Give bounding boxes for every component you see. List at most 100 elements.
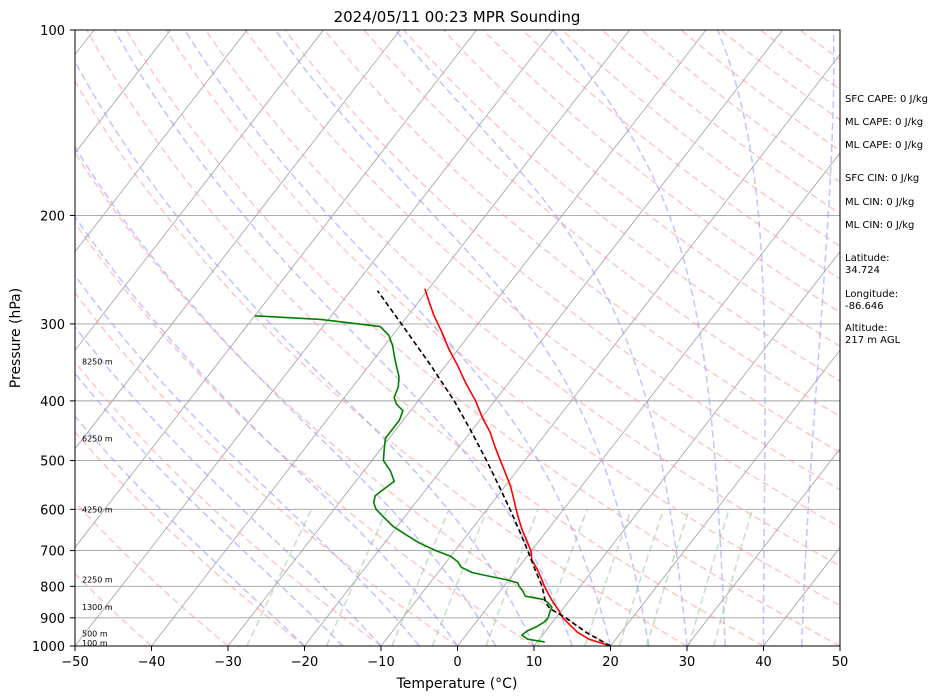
y-tick-label: 1000 [32, 640, 65, 655]
x-tick-label: −40 [138, 655, 165, 670]
moist-adiabat-line [394, 30, 688, 646]
temperature-profile [424, 288, 611, 646]
sounding-index-text: ML CIN: 0 J/kg [845, 197, 914, 208]
height-label: 100 m [82, 639, 108, 648]
dry-adiabat-line [165, 30, 840, 607]
moist-adiabat-line [113, 30, 574, 646]
isotherm-line [610, 349, 840, 646]
dry-adiabat-line [75, 431, 305, 646]
location-label: Longitude: [845, 289, 898, 300]
location-value: -86.646 [845, 301, 884, 312]
sounding-profiles [254, 288, 611, 646]
mixing-ratio-line [584, 509, 632, 646]
moist-adiabat-line [716, 30, 766, 646]
y-tick-label: 200 [40, 209, 65, 224]
mixing-ratio-line [713, 509, 754, 646]
sounding-index-text: ML CAPE: 0 J/kg [845, 140, 923, 151]
mixing-ratio-line [688, 509, 730, 646]
location-label: Altitude: [845, 323, 887, 334]
isotherm-line [380, 53, 840, 646]
location-label: Latitude: [845, 253, 890, 264]
location-value: 34.724 [845, 265, 880, 276]
sounding-index-text: ML CAPE: 0 J/kg [845, 117, 923, 128]
moist-adiabat-line [184, 30, 612, 646]
y-tick-label: 800 [40, 580, 65, 595]
y-tick-label: 900 [40, 612, 65, 627]
isotherm-line [75, 30, 401, 450]
isotherm-line [457, 152, 840, 646]
mixing-ratio-line [485, 509, 539, 646]
height-label: 6250 m [82, 434, 113, 443]
moist-adiabat-line [75, 60, 535, 646]
dewpoint-profile [254, 315, 553, 643]
height-label: 500 m [82, 630, 108, 639]
moist-adiabat-line [75, 325, 382, 646]
isotherm-line [75, 30, 324, 351]
isotherm-line [686, 448, 840, 646]
parcel-path [376, 290, 611, 646]
x-tick-label: 30 [679, 655, 696, 670]
dry-adiabat-line [75, 79, 688, 646]
y-tick-label: 400 [40, 395, 65, 410]
y-tick-label: 300 [40, 318, 65, 333]
dry-adiabat-line [75, 151, 611, 646]
isotherm-line [75, 30, 171, 154]
y-axis-ticks: 1000 900 800 700 600 500 400 300 200 100 [32, 24, 75, 655]
plot-frame [74, 29, 841, 647]
chart-title: 2024/05/11 00:23 MPR Sounding [334, 8, 581, 26]
y-tick-label: 500 [40, 455, 65, 470]
isotherm-line [304, 30, 783, 646]
location-value: 217 m AGL [845, 335, 901, 346]
dry-adiabat-line [75, 501, 229, 646]
isotherm-line [75, 30, 477, 549]
x-axis-ticks: −50 −40 −30 −20 −10 0 10 20 30 40 50 [61, 646, 848, 670]
sounding-index-text: SFC CAPE: 0 J/kg [845, 94, 928, 105]
dry-adiabat-line [244, 30, 840, 529]
x-tick-label: −30 [214, 655, 241, 670]
sounding-index-text: ML CIN: 0 J/kg [845, 220, 914, 231]
moist-adiabat-line [552, 30, 727, 646]
isotherm-line [227, 30, 707, 646]
y-tick-label: 600 [40, 503, 65, 518]
sounding-index-text: SFC CIN: 0 J/kg [845, 173, 919, 184]
x-tick-label: 40 [755, 655, 772, 670]
x-tick-label: 0 [453, 655, 461, 670]
x-tick-label: −10 [367, 655, 394, 670]
mixing-ratio-line [618, 509, 665, 646]
moist-adiabat-line [801, 30, 835, 646]
height-label: 1300 m [82, 603, 113, 612]
mixing-ratio-line [431, 509, 489, 646]
x-tick-label: 10 [526, 655, 543, 670]
dry-adiabat-line [75, 361, 382, 646]
dry-adiabat-line [75, 221, 535, 646]
height-label: 8250 m [82, 357, 113, 366]
moist-adiabat-line [75, 145, 497, 646]
height-label: 4250 m [82, 505, 113, 514]
mixing-ratio-line [645, 509, 691, 646]
x-axis-label: Temperature (°C) [396, 676, 518, 692]
y-axis-label: Pressure (hPa) [8, 288, 24, 388]
height-label: 2250 m [82, 576, 113, 585]
dry-adiabat-line [125, 30, 840, 646]
moist-adiabat-line [75, 274, 420, 646]
y-tick-label: 700 [40, 545, 65, 560]
x-tick-label: 50 [832, 655, 849, 670]
x-tick-label: 20 [602, 655, 619, 670]
sounding-indices-panel: SFC CAPE: 0 J/kg ML CAPE: 0 J/kg ML CAPE: … [845, 94, 928, 346]
y-tick-label: 100 [40, 24, 65, 39]
isotherm-line [533, 251, 840, 646]
moist-adiabat-line [75, 215, 459, 646]
isotherm-line [75, 30, 554, 646]
dry-adiabat-line [75, 291, 458, 646]
x-tick-label: −20 [291, 655, 318, 670]
mixing-ratio-line [537, 509, 588, 646]
x-tick-label: −50 [61, 655, 88, 670]
background-lines [75, 30, 840, 646]
mixing-ratio-line [246, 508, 313, 646]
dry-adiabat-line [86, 30, 764, 646]
dry-adiabat-line [204, 30, 840, 567]
isotherm-line [75, 30, 248, 253]
moist-adiabat-line [274, 30, 650, 646]
